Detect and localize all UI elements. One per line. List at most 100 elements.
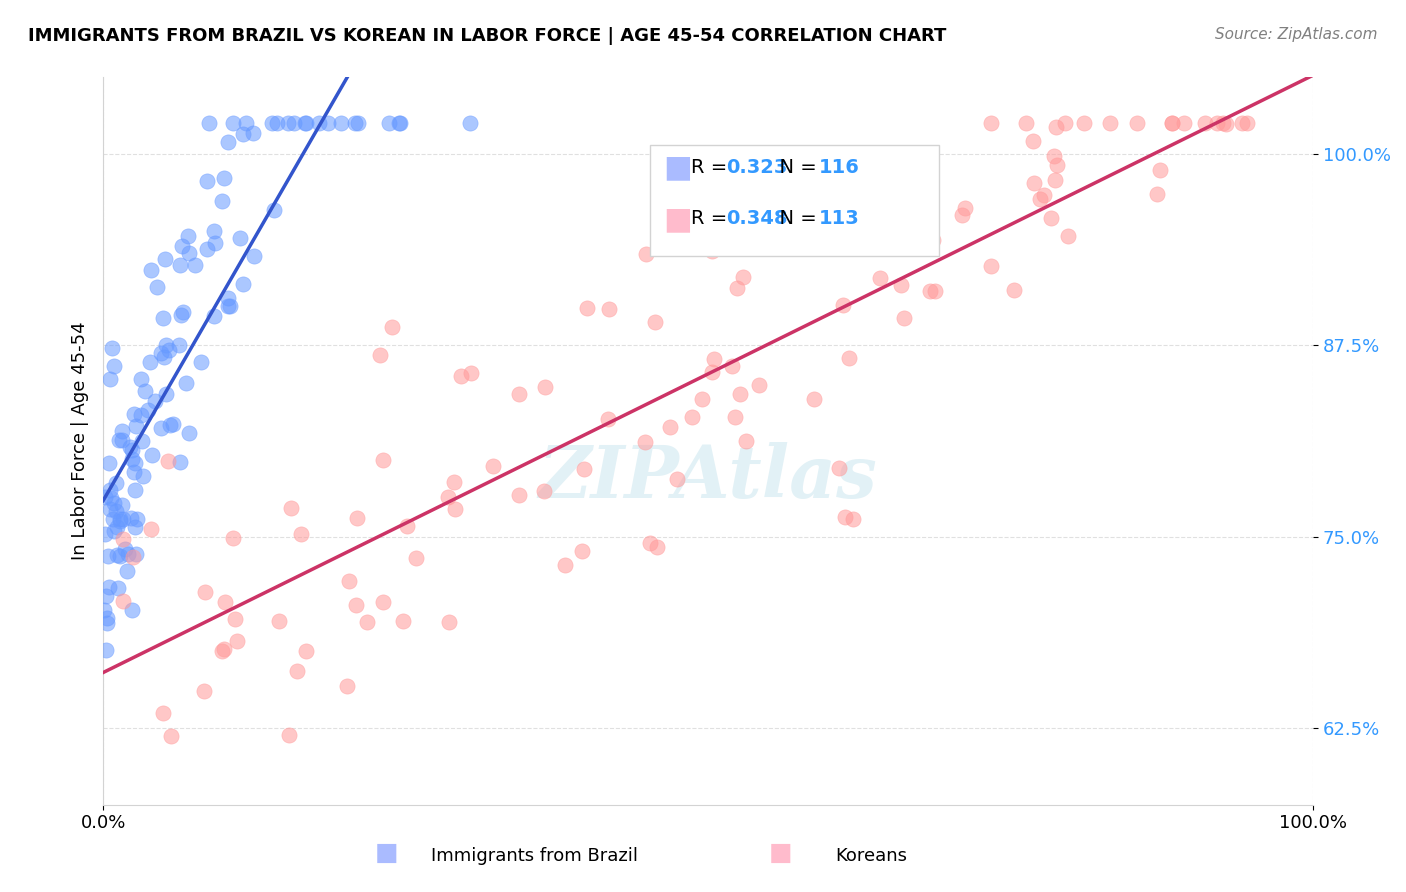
Point bbox=[295, 644, 318, 658]
Point bbox=[893, 310, 915, 325]
Point bbox=[921, 233, 943, 247]
Point bbox=[294, 116, 316, 130]
Point bbox=[170, 308, 193, 322]
Point bbox=[692, 392, 714, 407]
Point bbox=[368, 348, 391, 362]
Point bbox=[1015, 116, 1038, 130]
Point bbox=[841, 511, 863, 525]
Point bbox=[1149, 163, 1171, 178]
Point bbox=[110, 549, 132, 563]
Point bbox=[634, 247, 657, 261]
Point bbox=[211, 644, 233, 658]
Point bbox=[1194, 116, 1216, 130]
Point bbox=[659, 419, 682, 434]
Point bbox=[634, 435, 657, 450]
Point bbox=[127, 512, 149, 526]
Point bbox=[155, 338, 177, 352]
Point bbox=[828, 461, 851, 475]
Point bbox=[218, 299, 240, 313]
Point bbox=[388, 116, 411, 130]
Point bbox=[290, 527, 312, 541]
Point bbox=[337, 574, 360, 588]
Point bbox=[405, 551, 427, 566]
Point bbox=[125, 419, 148, 434]
Point bbox=[97, 456, 120, 470]
Point bbox=[101, 512, 124, 526]
Point bbox=[235, 116, 257, 130]
Point bbox=[924, 285, 946, 299]
Point bbox=[554, 558, 576, 572]
Point bbox=[1022, 134, 1045, 148]
Point bbox=[124, 483, 146, 498]
Point bbox=[152, 310, 174, 325]
Text: ■: ■ bbox=[662, 205, 692, 234]
Point bbox=[139, 355, 162, 369]
Point bbox=[285, 665, 308, 679]
Point bbox=[117, 548, 139, 562]
Point bbox=[381, 319, 404, 334]
Point bbox=[283, 116, 305, 130]
Text: ■: ■ bbox=[375, 841, 398, 865]
Point bbox=[1045, 120, 1067, 134]
Point bbox=[160, 729, 183, 743]
Point bbox=[1236, 116, 1258, 130]
Text: Source: ZipAtlas.com: Source: ZipAtlas.com bbox=[1215, 27, 1378, 42]
Point bbox=[129, 409, 152, 423]
Point bbox=[131, 434, 153, 448]
Text: N =: N = bbox=[768, 158, 824, 177]
Point bbox=[96, 616, 118, 631]
Point bbox=[344, 598, 367, 612]
Point bbox=[681, 410, 703, 425]
Point bbox=[121, 442, 143, 457]
Point bbox=[177, 246, 200, 260]
Point bbox=[1029, 192, 1052, 206]
Point bbox=[508, 387, 530, 401]
Point bbox=[267, 614, 290, 628]
Point bbox=[444, 501, 467, 516]
Point bbox=[918, 285, 941, 299]
Text: N =: N = bbox=[768, 210, 824, 228]
Point bbox=[111, 433, 134, 447]
Point bbox=[1215, 117, 1237, 131]
Point bbox=[803, 392, 825, 406]
Point bbox=[1053, 116, 1076, 130]
Point bbox=[458, 116, 481, 130]
Point bbox=[725, 281, 748, 295]
Point bbox=[197, 242, 219, 256]
Point bbox=[576, 301, 599, 316]
Point bbox=[437, 615, 460, 629]
Point bbox=[124, 520, 146, 534]
Point bbox=[110, 511, 132, 525]
Point bbox=[190, 355, 212, 369]
Point bbox=[356, 615, 378, 629]
Point bbox=[1057, 229, 1080, 244]
Point bbox=[110, 424, 132, 438]
Point bbox=[174, 376, 197, 390]
Point bbox=[121, 603, 143, 617]
Point bbox=[533, 379, 555, 393]
Point bbox=[1230, 116, 1253, 130]
Text: R =: R = bbox=[692, 210, 734, 228]
Point bbox=[222, 116, 245, 130]
Point bbox=[723, 410, 745, 425]
Point bbox=[101, 342, 124, 356]
Point bbox=[157, 453, 180, 467]
Point bbox=[243, 249, 266, 263]
Point bbox=[1032, 188, 1054, 202]
Text: 0.323: 0.323 bbox=[725, 158, 787, 177]
Point bbox=[157, 343, 180, 357]
Point bbox=[100, 491, 122, 506]
Point bbox=[98, 372, 121, 386]
Point bbox=[214, 170, 236, 185]
Point bbox=[232, 127, 254, 141]
Point bbox=[139, 263, 162, 277]
Point bbox=[377, 116, 399, 130]
Point bbox=[388, 116, 411, 130]
Point bbox=[139, 522, 162, 536]
Point bbox=[869, 271, 891, 285]
Text: 0.348: 0.348 bbox=[725, 210, 787, 228]
Text: ■: ■ bbox=[769, 841, 792, 865]
Point bbox=[107, 581, 129, 595]
Point bbox=[94, 490, 117, 504]
Point bbox=[346, 511, 368, 525]
